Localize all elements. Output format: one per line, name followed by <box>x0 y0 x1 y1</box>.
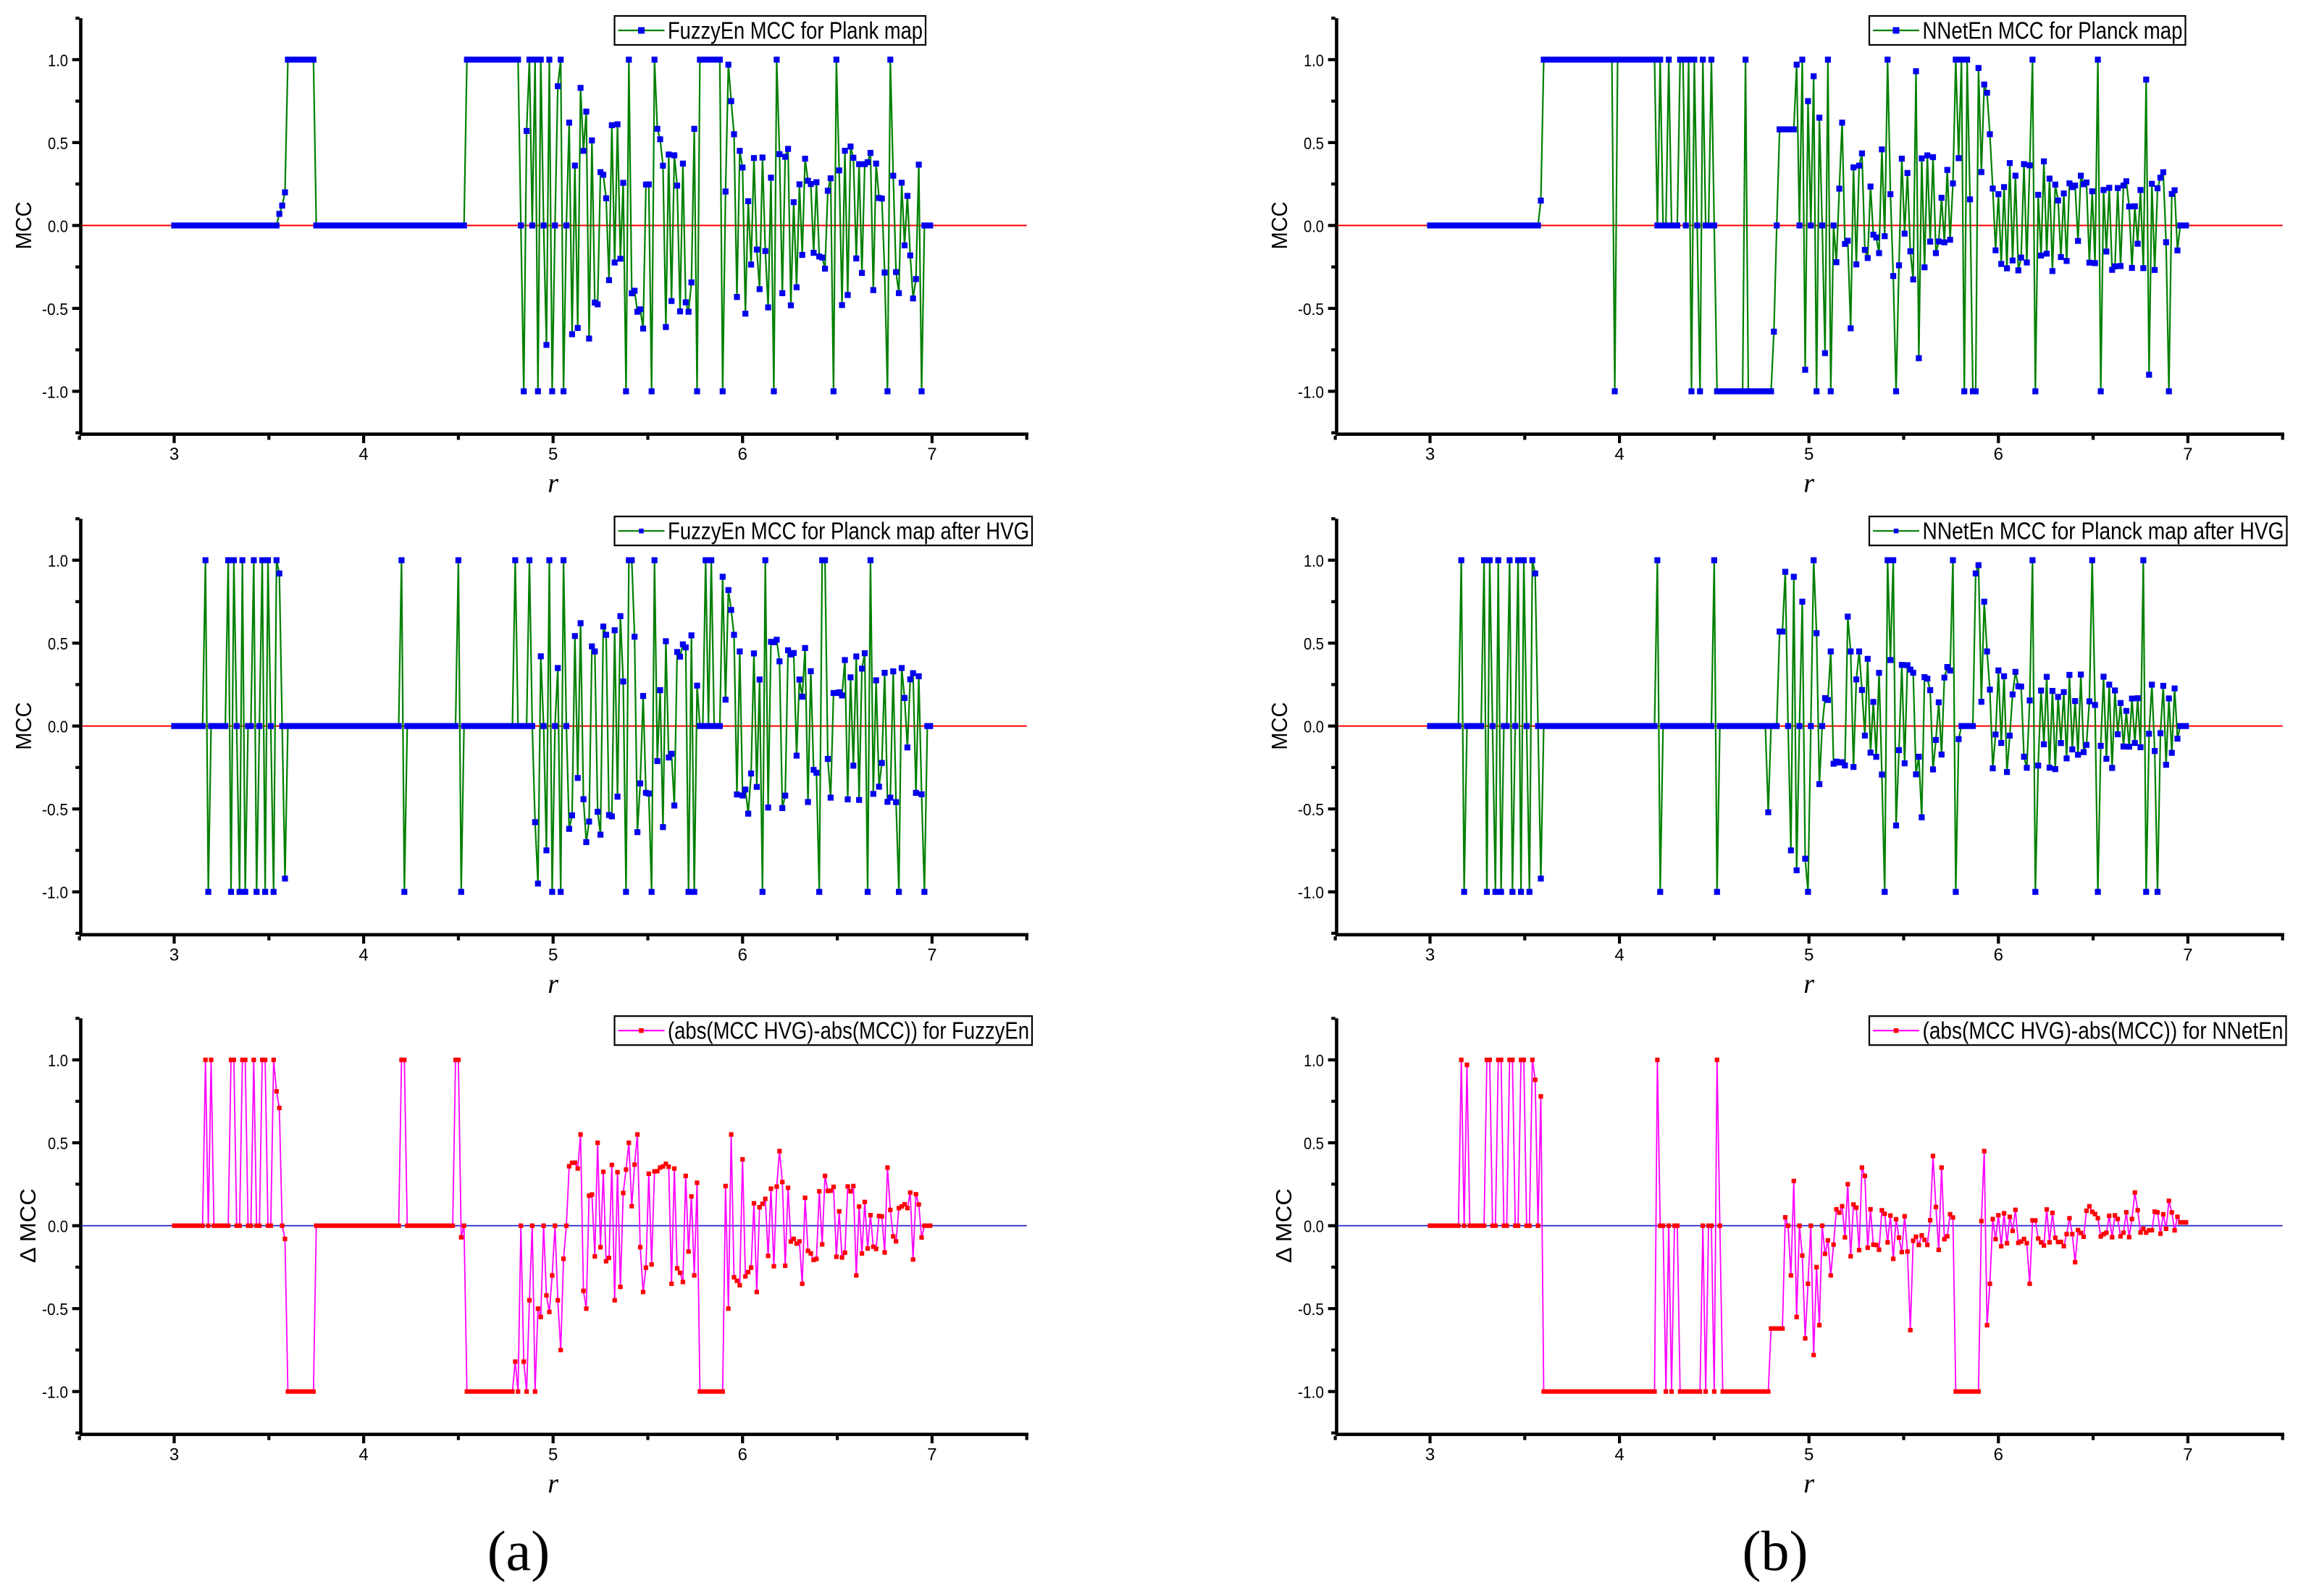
svg-text:4: 4 <box>1614 1445 1624 1464</box>
svg-text:6: 6 <box>738 445 747 464</box>
svg-text:3: 3 <box>1425 945 1435 965</box>
svg-text:1.0: 1.0 <box>48 51 68 70</box>
svg-text:r: r <box>548 469 558 499</box>
svg-text:FuzzyEn MCC for Plank map: FuzzyEn MCC for Plank map <box>668 17 923 44</box>
svg-text:3: 3 <box>169 945 179 965</box>
svg-text:(b): (b) <box>1743 1519 1808 1582</box>
svg-text:r: r <box>548 969 558 999</box>
svg-text:4: 4 <box>359 945 368 965</box>
svg-text:(abs(MCC HVG)-abs(MCC)) for Fu: (abs(MCC HVG)-abs(MCC)) for FuzzyEn <box>668 1017 1029 1044</box>
svg-text:-1.0: -1.0 <box>42 382 68 401</box>
svg-text:r: r <box>548 1469 558 1499</box>
svg-text:-1.0: -1.0 <box>1298 1383 1324 1402</box>
svg-text:0.5: 0.5 <box>48 634 68 653</box>
svg-text:7: 7 <box>2183 945 2192 965</box>
svg-text:-1.0: -1.0 <box>42 883 68 902</box>
svg-text:NNetEn MCC for Planck map: NNetEn MCC for Planck map <box>1923 17 2183 44</box>
svg-text:3: 3 <box>169 1445 179 1464</box>
svg-text:3: 3 <box>169 445 179 464</box>
svg-text:5: 5 <box>548 945 558 965</box>
svg-text:0.0: 0.0 <box>1304 1217 1324 1236</box>
svg-text:0.5: 0.5 <box>1304 1134 1324 1153</box>
svg-text:6: 6 <box>1994 445 2003 464</box>
svg-text:1.0: 1.0 <box>48 552 68 571</box>
svg-text:5: 5 <box>1804 945 1814 965</box>
svg-text:4: 4 <box>1614 945 1624 965</box>
svg-text:5: 5 <box>548 1445 558 1464</box>
svg-text:-1.0: -1.0 <box>1298 883 1324 902</box>
svg-text:MCC: MCC <box>1267 201 1292 249</box>
svg-text:1.0: 1.0 <box>48 1051 68 1070</box>
svg-text:6: 6 <box>738 1445 747 1464</box>
svg-text:7: 7 <box>927 1445 936 1464</box>
svg-text:6: 6 <box>738 945 747 965</box>
svg-text:-0.5: -0.5 <box>1298 300 1324 319</box>
svg-text:7: 7 <box>2183 1445 2192 1464</box>
svg-text:3: 3 <box>1425 445 1435 464</box>
svg-text:0.0: 0.0 <box>48 217 68 235</box>
svg-text:5: 5 <box>548 445 558 464</box>
svg-text:(a): (a) <box>487 1519 550 1582</box>
svg-text:FuzzyEn MCC for Planck map aft: FuzzyEn MCC for Planck map after HVG <box>668 518 1029 545</box>
svg-text:0.5: 0.5 <box>48 1134 68 1153</box>
svg-text:-0.5: -0.5 <box>42 1300 68 1319</box>
svg-text:0.5: 0.5 <box>1304 134 1324 153</box>
svg-text:7: 7 <box>2183 445 2192 464</box>
svg-text:Δ MCC: Δ MCC <box>15 1188 41 1263</box>
svg-text:0.0: 0.0 <box>48 1217 68 1236</box>
svg-text:7: 7 <box>927 445 936 464</box>
svg-text:5: 5 <box>1804 1445 1814 1464</box>
svg-text:MCC: MCC <box>11 702 36 750</box>
svg-text:1.0: 1.0 <box>1304 552 1324 571</box>
svg-text:r: r <box>1803 1469 1814 1499</box>
svg-text:6: 6 <box>1994 945 2003 965</box>
svg-text:0.0: 0.0 <box>1304 718 1324 736</box>
svg-text:NNetEn MCC for Planck map afte: NNetEn MCC for Planck map after HVG <box>1923 518 2284 545</box>
svg-text:-1.0: -1.0 <box>42 1383 68 1402</box>
svg-text:0.5: 0.5 <box>48 134 68 153</box>
svg-text:r: r <box>1803 969 1814 999</box>
svg-text:0.0: 0.0 <box>1304 217 1324 235</box>
svg-text:r: r <box>1803 469 1814 499</box>
svg-text:1.0: 1.0 <box>1304 1051 1324 1070</box>
svg-text:0.5: 0.5 <box>1304 634 1324 653</box>
svg-text:6: 6 <box>1994 1445 2003 1464</box>
svg-text:-1.0: -1.0 <box>1298 382 1324 401</box>
svg-text:-0.5: -0.5 <box>42 300 68 319</box>
svg-text:-0.5: -0.5 <box>1298 800 1324 819</box>
svg-text:3: 3 <box>1425 1445 1435 1464</box>
svg-text:0.0: 0.0 <box>48 718 68 736</box>
svg-text:4: 4 <box>359 1445 368 1464</box>
svg-text:Δ MCC: Δ MCC <box>1271 1188 1296 1263</box>
svg-text:MCC: MCC <box>1267 702 1292 750</box>
svg-text:7: 7 <box>927 945 936 965</box>
svg-text:1.0: 1.0 <box>1304 51 1324 70</box>
svg-text:4: 4 <box>1614 445 1624 464</box>
svg-text:-0.5: -0.5 <box>1298 1300 1324 1319</box>
svg-text:(abs(MCC HVG)-abs(MCC)) for NN: (abs(MCC HVG)-abs(MCC)) for NNetEn <box>1923 1017 2284 1044</box>
svg-text:MCC: MCC <box>11 201 36 249</box>
svg-text:-0.5: -0.5 <box>42 800 68 819</box>
svg-text:4: 4 <box>359 445 368 464</box>
svg-text:5: 5 <box>1804 445 1814 464</box>
